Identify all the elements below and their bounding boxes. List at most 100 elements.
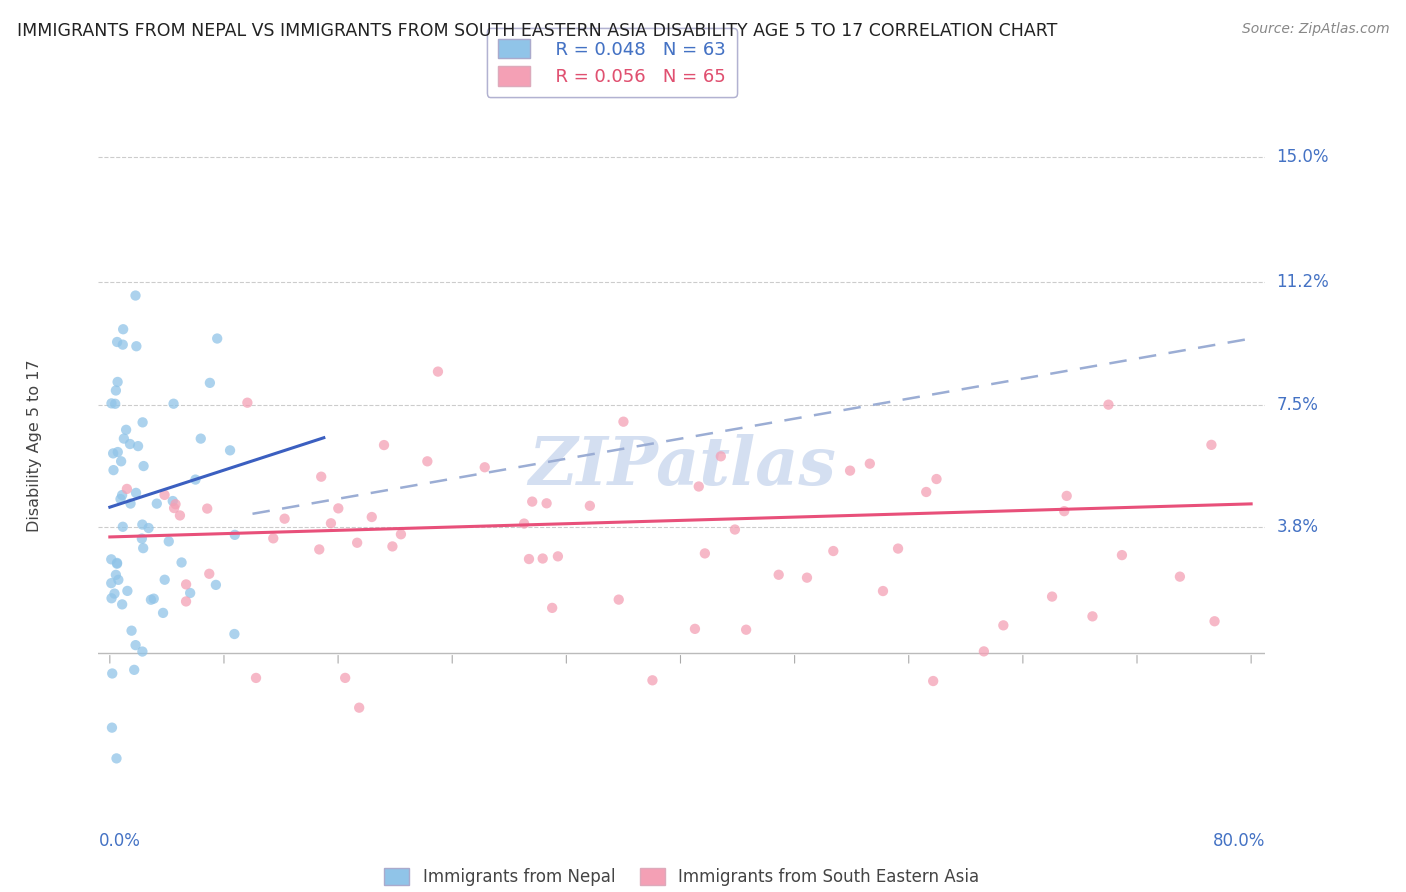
Point [107,375,129,389]
Point [1040,590,1063,604]
Point [195,501,218,516]
Point [112,432,135,446]
Point [522,494,544,508]
Point [153,573,176,587]
Point [162,397,184,411]
Point [122,663,145,677]
Point [112,322,135,336]
Point [1056,489,1078,503]
Legend:   R = 0.048   N = 63,   R = 0.056   N = 65: R = 0.048 N = 63, R = 0.056 N = 65 [486,28,737,96]
Point [273,511,295,525]
Point [120,497,142,511]
Text: 0.0%: 0.0% [98,832,141,850]
Point [105,334,128,349]
Point [138,521,160,535]
Text: IMMIGRANTS FROM NEPAL VS IMMIGRANTS FROM SOUTH EASTERN ASIA DISABILITY AGE 5 TO : IMMIGRANTS FROM NEPAL VS IMMIGRANTS FROM… [17,22,1057,40]
Point [887,541,910,556]
Point [105,557,128,571]
Point [1168,569,1191,583]
Point [124,288,146,302]
Point [101,446,124,460]
Point [163,501,186,516]
Point [111,598,134,612]
Point [100,576,122,591]
Point [131,415,153,429]
Point [1204,614,1226,628]
Point [541,600,564,615]
Point [579,499,602,513]
Point [922,673,945,688]
Point [115,482,138,496]
Point [190,432,212,446]
Point [219,443,242,458]
Point [236,395,259,409]
Point [328,501,350,516]
Point [1111,548,1133,562]
Point [925,472,948,486]
Point [153,488,176,502]
Text: 15.0%: 15.0% [1277,148,1329,166]
Point [157,534,180,549]
Point [111,520,134,534]
Point [1053,504,1076,518]
Text: 3.8%: 3.8% [1277,518,1319,536]
Point [162,494,184,508]
Point [724,523,747,537]
Point [125,339,148,353]
Point [346,535,368,549]
Point [688,479,710,493]
Point [110,491,132,506]
Point [735,623,758,637]
Point [100,552,122,566]
Point [641,673,664,688]
Point [111,337,134,351]
Point [823,544,845,558]
Point [131,532,153,546]
Point [100,396,122,410]
Point [993,618,1015,632]
Point [198,566,221,581]
Point [107,573,129,587]
Point [107,445,129,459]
Point [131,517,153,532]
Point [179,586,201,600]
Point [118,437,141,451]
Point [1201,438,1223,452]
Text: Disability Age 5 to 17: Disability Age 5 to 17 [27,359,42,533]
Point [693,546,716,560]
Point [104,397,127,411]
Point [104,567,127,582]
Point [101,721,124,735]
Point [547,549,569,564]
Point [710,450,733,464]
Point [174,577,197,591]
Point [131,644,153,658]
Point [262,532,284,546]
Point [1081,609,1104,624]
Point [513,516,536,531]
Point [170,556,193,570]
Point [146,497,169,511]
Point [127,439,149,453]
Point [142,591,165,606]
Point [872,584,894,599]
Point [103,586,125,600]
Point [389,527,412,541]
Point [152,606,174,620]
Point [103,463,125,477]
Point [347,700,370,714]
Point [124,638,146,652]
Text: 7.5%: 7.5% [1277,396,1319,414]
Point [100,591,122,606]
Point [139,592,162,607]
Point [309,469,332,483]
Point [205,332,228,346]
Point [517,552,540,566]
Text: 80.0%: 80.0% [1213,832,1265,850]
Point [224,627,246,641]
Point [121,624,143,638]
Text: Source: ZipAtlas.com: Source: ZipAtlas.com [1241,22,1389,37]
Point [360,510,382,524]
Point [205,578,228,592]
Point [115,423,138,437]
